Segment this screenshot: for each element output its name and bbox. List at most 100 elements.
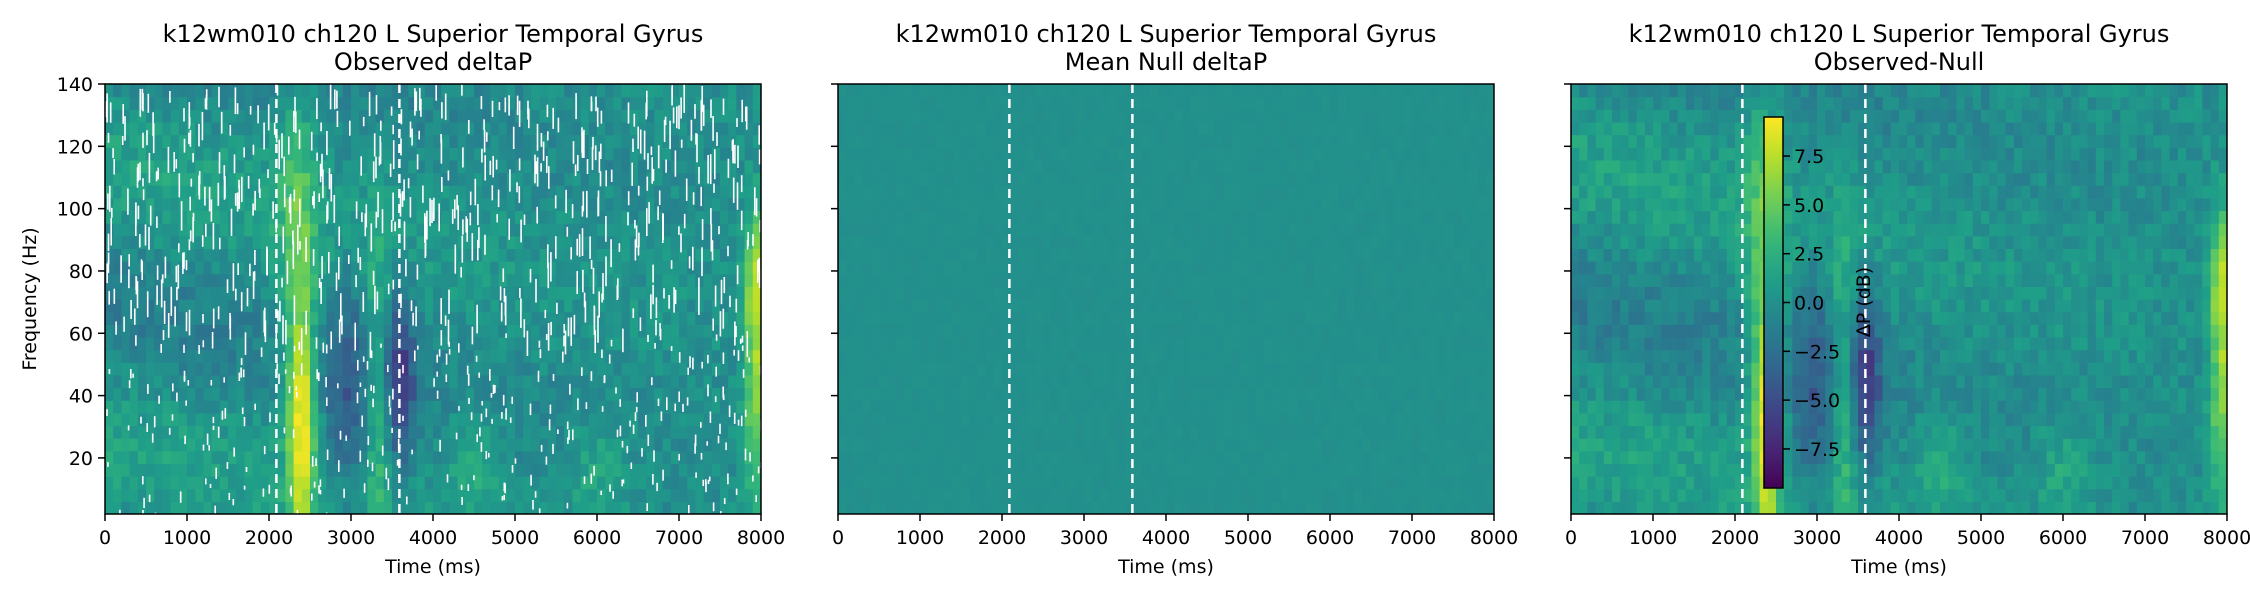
- heatmap-cell: [1428, 451, 1437, 464]
- heatmap-cell: [113, 223, 122, 236]
- heatmap-cell: [228, 400, 237, 413]
- heatmap-cell: [1117, 362, 1126, 375]
- heatmap-cell: [449, 324, 458, 337]
- heatmap-cell: [417, 388, 426, 401]
- heatmap-cell: [879, 489, 888, 502]
- heatmap-cell: [1010, 375, 1019, 388]
- heatmap-cell: [720, 223, 729, 236]
- heatmap-cell: [1363, 489, 1372, 502]
- heatmap-cell: [335, 198, 344, 211]
- heatmap-cell: [433, 425, 442, 438]
- heatmap-cell: [953, 337, 962, 350]
- heatmap-cell: [879, 425, 888, 438]
- heatmap-cell: [531, 135, 540, 148]
- heatmap-cell: [969, 425, 978, 438]
- heatmap-cell: [863, 425, 872, 438]
- heatmap-cell: [687, 173, 696, 186]
- heatmap-cell: [1158, 501, 1167, 514]
- heatmap-cell: [597, 501, 606, 514]
- heatmap-cell: [499, 185, 508, 198]
- heatmap-cell: [359, 438, 368, 451]
- heatmap-cell: [490, 312, 499, 325]
- heatmap-cell: [515, 413, 524, 426]
- heatmap-cell: [1404, 463, 1413, 476]
- heatmap-cell: [253, 210, 262, 223]
- heatmap-cell: [162, 350, 171, 363]
- heatmap-cell: [887, 451, 896, 464]
- heatmap-cell: [130, 350, 139, 363]
- heatmap-cell: [556, 286, 565, 299]
- heatmap-cell: [121, 350, 130, 363]
- heatmap-cell: [236, 248, 245, 261]
- heatmap-cell: [195, 463, 204, 476]
- heatmap-cell: [1248, 388, 1257, 401]
- heatmap-cell: [704, 274, 713, 287]
- heatmap-cell: [663, 438, 672, 451]
- heatmap-cell: [228, 135, 237, 148]
- heatmap-cell: [704, 501, 713, 514]
- heatmap-cell: [936, 350, 945, 363]
- heatmap-cell: [1109, 476, 1118, 489]
- heatmap-cell: [638, 400, 647, 413]
- heatmap-cell: [515, 388, 524, 401]
- heatmap-cell: [1068, 413, 1077, 426]
- heatmap-cell: [1027, 362, 1036, 375]
- heatmap-cell: [105, 337, 114, 350]
- heatmap-cell: [1166, 312, 1175, 325]
- heatmap-cell: [499, 451, 508, 464]
- heatmap-cell: [466, 84, 475, 97]
- heatmap-cell: [654, 236, 663, 249]
- heatmap-cell: [384, 122, 393, 135]
- heatmap-cell: [1379, 425, 1388, 438]
- heatmap-cell: [425, 362, 434, 375]
- heatmap-cell: [253, 438, 262, 451]
- heatmap-cell: [400, 84, 409, 97]
- heatmap-cell: [695, 286, 704, 299]
- heatmap-cell: [482, 312, 491, 325]
- heatmap-cell: [1404, 413, 1413, 426]
- heatmap-cell: [1035, 337, 1044, 350]
- heatmap-cell: [1387, 350, 1396, 363]
- heatmap-cell: [879, 299, 888, 312]
- heatmap-cell: [630, 299, 639, 312]
- heatmap-cell: [408, 160, 417, 173]
- heatmap-cell: [130, 198, 139, 211]
- heatmap-cell: [1174, 337, 1183, 350]
- heatmap-cell: [367, 97, 376, 110]
- heatmap-cell: [359, 413, 368, 426]
- heatmap-cell: [474, 337, 483, 350]
- heatmap-cell: [441, 451, 450, 464]
- heatmap-cell: [203, 84, 212, 97]
- x-tick-label: 3000: [327, 527, 375, 549]
- heatmap-cell: [1191, 425, 1200, 438]
- heatmap-cell: [1223, 489, 1232, 502]
- heatmap-cell: [1076, 463, 1085, 476]
- heatmap-cell: [1092, 350, 1101, 363]
- heatmap-cell: [507, 198, 516, 211]
- heatmap-cell: [548, 274, 557, 287]
- heatmap-cell: [1248, 312, 1257, 325]
- heatmap-cell: [384, 84, 393, 97]
- heatmap-cell: [474, 362, 483, 375]
- heatmap-cell: [1051, 413, 1060, 426]
- heatmap-cell: [1133, 337, 1142, 350]
- heatmap-cell: [1338, 312, 1347, 325]
- heatmap-cell: [994, 337, 1003, 350]
- heatmap-cell: [490, 324, 499, 337]
- heatmap-cell: [863, 413, 872, 426]
- heatmap-cell: [736, 286, 745, 299]
- heatmap-cell: [1379, 375, 1388, 388]
- heatmap-cell: [1035, 375, 1044, 388]
- heatmap-cell: [171, 425, 180, 438]
- heatmap-cell: [1387, 388, 1396, 401]
- heatmap-cell: [712, 198, 721, 211]
- heatmap-cell: [994, 312, 1003, 325]
- heatmap-cell: [540, 198, 549, 211]
- heatmap-cell: [1043, 489, 1052, 502]
- heatmap-cell: [1191, 388, 1200, 401]
- heatmap-cell: [1314, 400, 1323, 413]
- heatmap-cell: [326, 109, 335, 122]
- heatmap-cell: [1100, 324, 1109, 337]
- heatmap-cell: [912, 299, 921, 312]
- heatmap-cell: [425, 84, 434, 97]
